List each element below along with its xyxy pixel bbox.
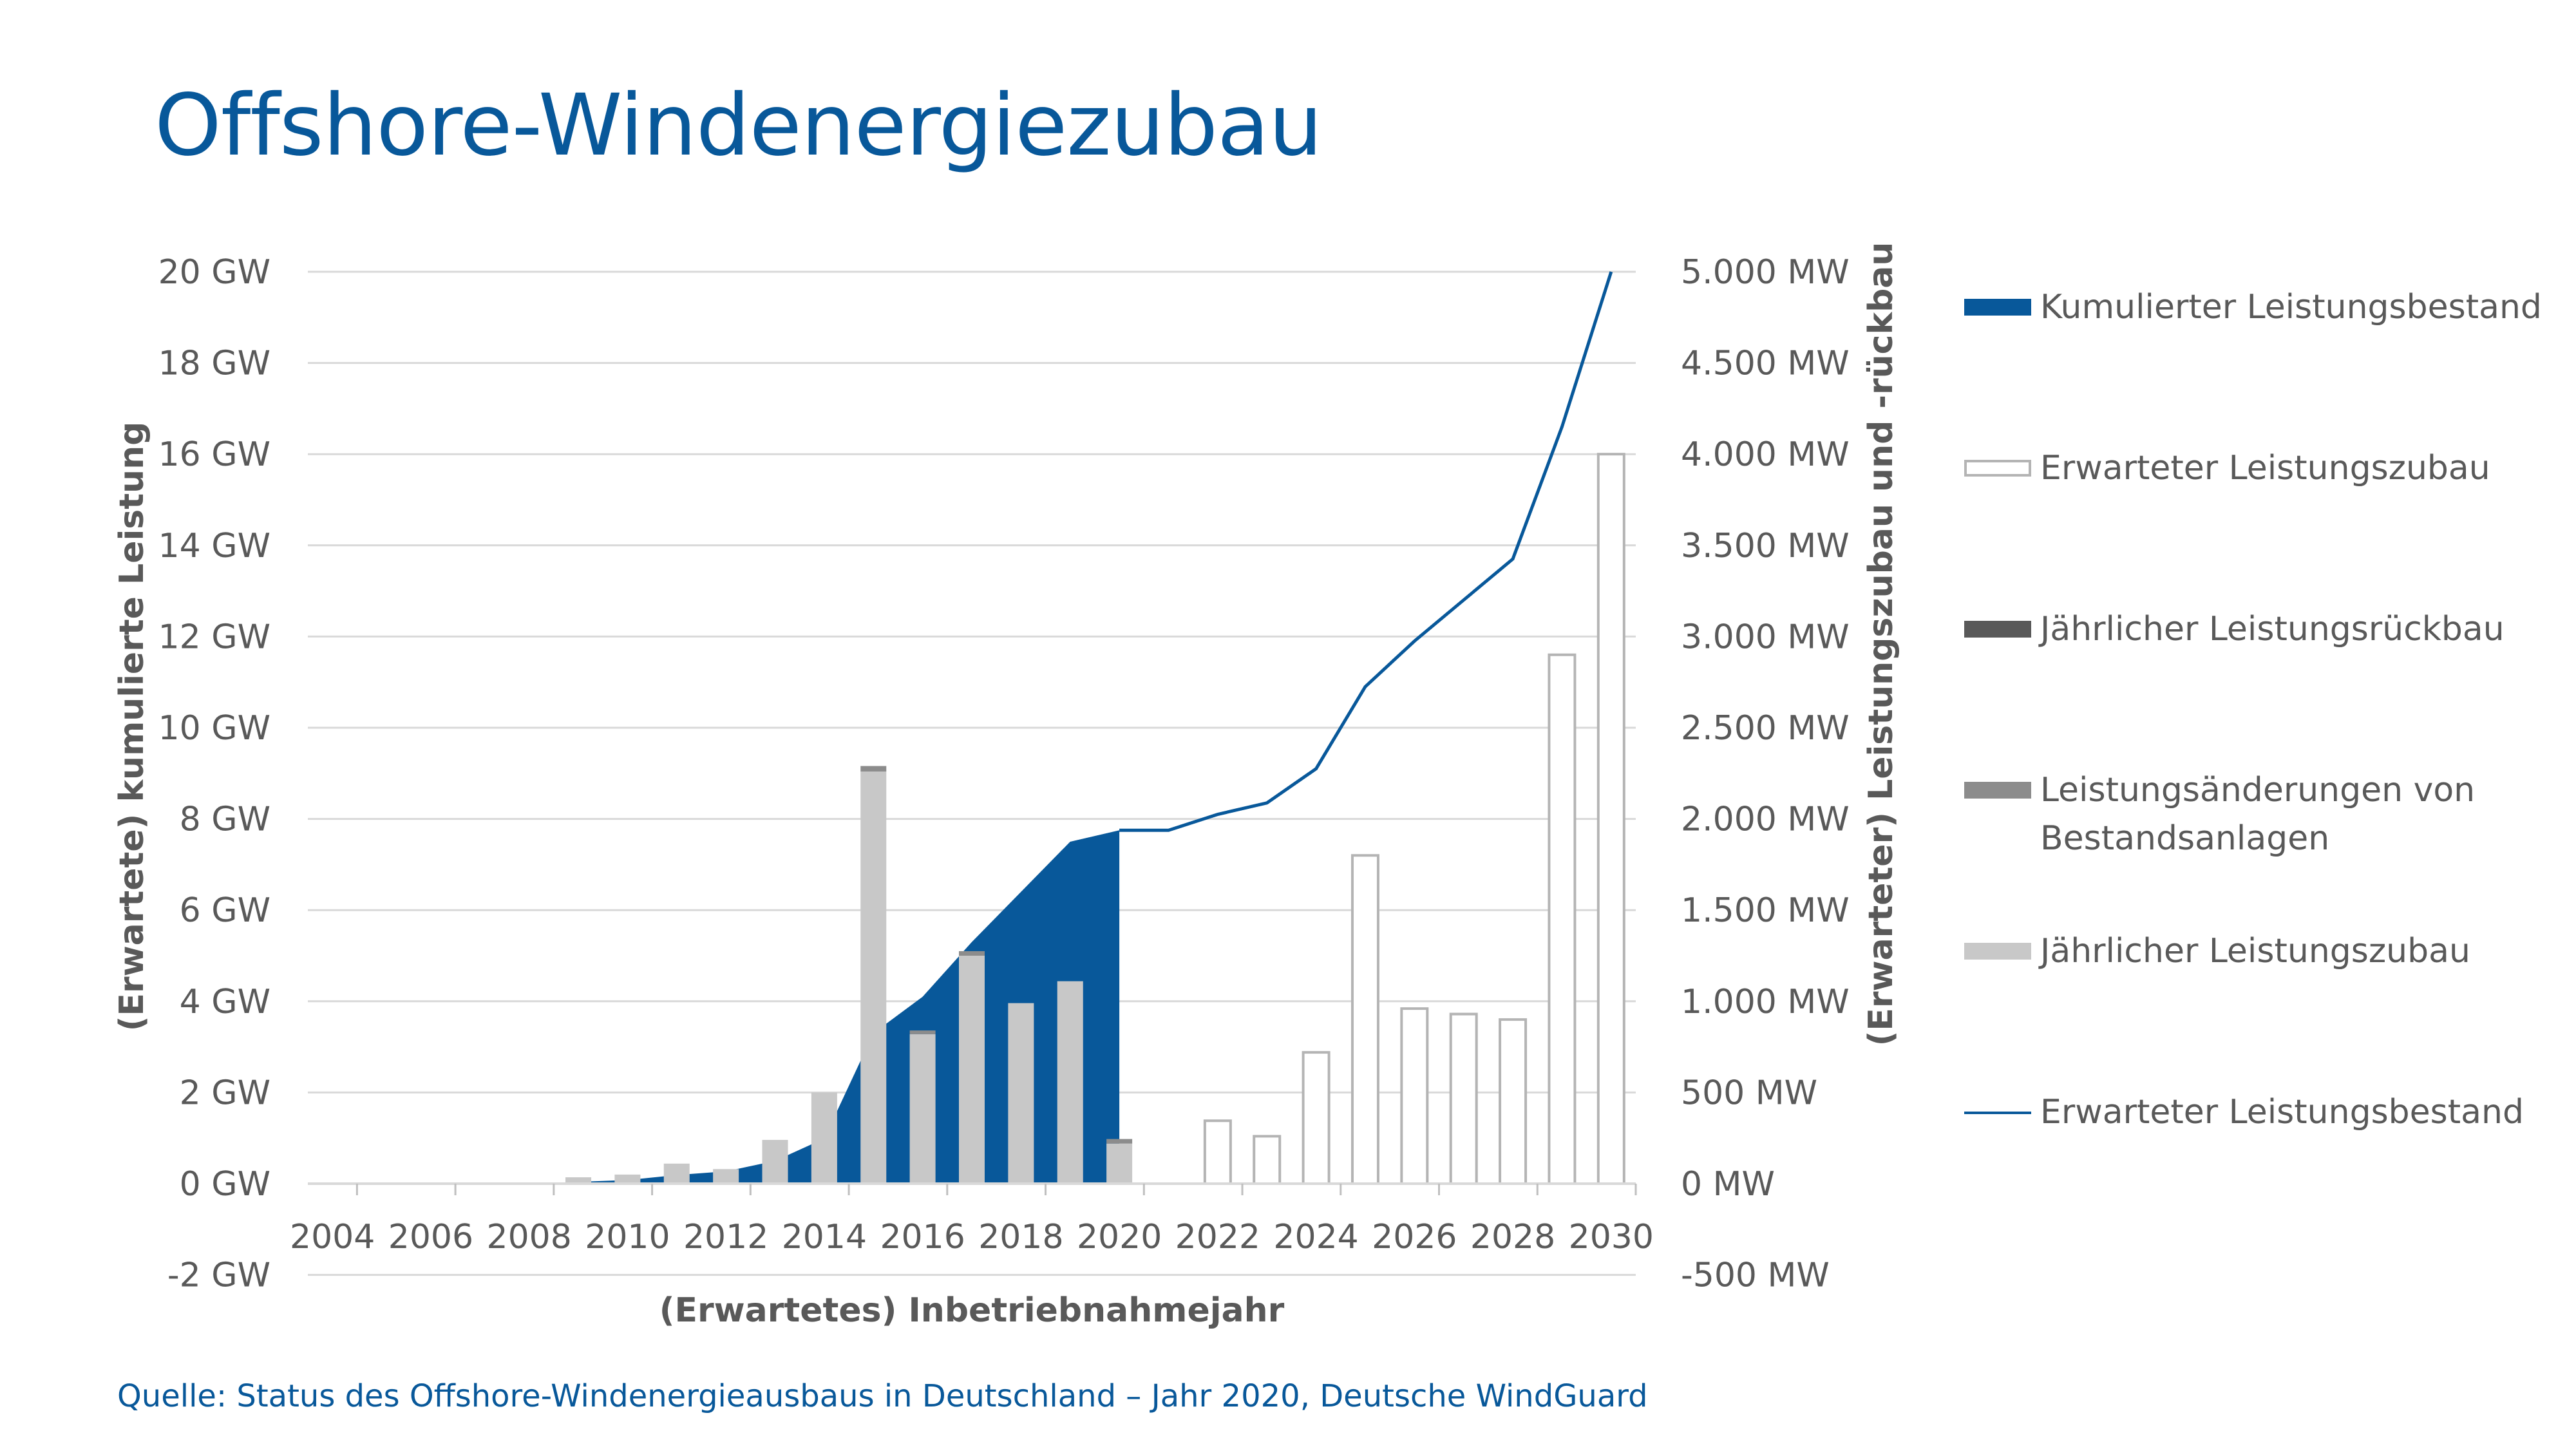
- x-tick-label: 2012: [683, 1218, 768, 1256]
- expected-addition-bar: [1499, 1018, 1528, 1185]
- legend-swatch-expected-cumulative: [1964, 1112, 2031, 1114]
- x-tick-label: 2026: [1372, 1218, 1457, 1256]
- modification-bar: [959, 951, 985, 956]
- x-tick-label: 2006: [388, 1218, 473, 1256]
- source-note: Quelle: Status des Offshore-Windenergiea…: [117, 1378, 1648, 1414]
- y-left-tick-label: 2 GW: [180, 1074, 270, 1112]
- x-tick-label: 2010: [585, 1218, 670, 1256]
- legend-swatch-dismantling: [1964, 621, 2031, 638]
- x-axis-title: (Erwartetes) Inbetriebnahmejahr: [659, 1291, 1285, 1330]
- y-right-tick-label: 2.500 MW: [1681, 709, 1850, 748]
- y-left-tick-label: 10 GW: [158, 709, 270, 748]
- y-right-tick-label: 5.000 MW: [1681, 253, 1850, 292]
- annual-addition-bar: [959, 956, 985, 1184]
- y-right-axis-title: (Erwarteter) Leistungszubau und -rückbau: [1862, 242, 1900, 1046]
- y-left-tick-label: 12 GW: [158, 618, 270, 656]
- legend-swatch-expected-addition: [1964, 460, 2031, 477]
- x-tick-label: 2004: [290, 1218, 375, 1256]
- annual-addition-bar: [1106, 1143, 1133, 1184]
- expected-addition-bar: [1302, 1051, 1331, 1185]
- page-title: Offshore-Windenergiezubau: [155, 76, 1323, 175]
- legend-label-annual-addition: Jährlicher Leistungszubau: [2040, 932, 2470, 971]
- annual-addition-bar: [1008, 1003, 1034, 1184]
- x-tick-label: 2020: [1077, 1218, 1162, 1256]
- y-right-tick-label: 3.000 MW: [1681, 618, 1850, 656]
- legend-item-annual-addition: Jährlicher Leistungszubau: [1964, 927, 2543, 976]
- expected-addition-bar: [1203, 1119, 1232, 1186]
- modification-bar: [860, 766, 887, 772]
- x-tick-label: 2014: [782, 1218, 867, 1256]
- annual-addition-bar: [713, 1169, 739, 1184]
- legend-label-cumulative: Kumulierter Leistungsbestand: [2040, 288, 2542, 327]
- legend-swatch-modification: [1964, 782, 2031, 799]
- legend-label-modification: Leistungsänderungen von Bestandsanlagen: [2040, 771, 2476, 858]
- y-right-tick-label: 4.500 MW: [1681, 345, 1850, 383]
- expected-addition-bar: [1449, 1012, 1478, 1186]
- expected-addition-bar: [1596, 453, 1625, 1186]
- x-tick-label: 2024: [1273, 1218, 1358, 1256]
- y-right-tick-label: -500 MW: [1681, 1256, 1830, 1295]
- y-right-tick-label: 2.000 MW: [1681, 800, 1850, 839]
- x-tick-label: 2028: [1470, 1218, 1555, 1256]
- x-tick-label: 2022: [1175, 1218, 1260, 1256]
- annual-addition-bar: [565, 1177, 592, 1184]
- legend-label-expected-cumulative: Erwarteter Leistungsbestand: [2040, 1093, 2524, 1132]
- expected-addition-bar: [1350, 854, 1379, 1185]
- legend-item-cumulative: Kumulierter Leistungsbestand: [1964, 283, 2543, 332]
- y-left-tick-label: 4 GW: [180, 983, 270, 1021]
- x-tick-label: 2008: [486, 1218, 571, 1256]
- legend-item-expected-cumulative: Erwarteter Leistungsbestand: [1964, 1088, 2543, 1137]
- y-right-tick-label: 500 MW: [1681, 1074, 1817, 1112]
- y-left-tick-label: 14 GW: [158, 527, 270, 565]
- y-left-tick-label: 16 GW: [158, 435, 270, 474]
- legend-swatch-cumulative: [1964, 299, 2031, 316]
- annual-addition-bar: [811, 1092, 837, 1184]
- y-left-tick-label: -2 GW: [167, 1256, 270, 1295]
- y-left-tick-label: 0 GW: [180, 1165, 270, 1204]
- y-right-tick-label: 0 MW: [1681, 1165, 1775, 1204]
- y-right-tick-label: 3.500 MW: [1681, 527, 1850, 565]
- y-right-tick-label: 1.500 MW: [1681, 891, 1850, 930]
- x-tick-label: 2018: [978, 1218, 1063, 1256]
- annual-addition-bar: [663, 1163, 690, 1184]
- legend-swatch-annual-addition: [1964, 943, 2031, 960]
- legend-item-modification: Leistungsänderungen von Bestandsanlagen: [1964, 766, 2543, 863]
- x-tick-label: 2016: [880, 1218, 965, 1256]
- annual-addition-bar: [762, 1140, 788, 1184]
- modification-bar: [1106, 1139, 1133, 1144]
- y-left-tick-label: 20 GW: [158, 253, 270, 292]
- annual-addition-bar: [860, 771, 887, 1184]
- legend-item-dismantling: Jährlicher Leistungsrückbau: [1964, 605, 2543, 654]
- y-right-tick-label: 1.000 MW: [1681, 983, 1850, 1021]
- modification-bar: [909, 1030, 936, 1034]
- y-left-tick-label: 8 GW: [180, 800, 270, 839]
- y-left-tick-label: 18 GW: [158, 345, 270, 383]
- legend-label-expected-addition: Erwarteter Leistungszubau: [2040, 449, 2490, 488]
- x-tick-label: 2030: [1569, 1218, 1654, 1256]
- y-left-tick-label: 6 GW: [180, 891, 270, 930]
- legend-item-expected-addition: Erwarteter Leistungszubau: [1964, 444, 2543, 493]
- legend-label-dismantling: Jährlicher Leistungsrückbau: [2040, 610, 2505, 649]
- annual-addition-bar: [614, 1174, 641, 1184]
- expected-addition-bar: [1400, 1007, 1429, 1186]
- expected-cumulative-line: [1119, 271, 1613, 832]
- y-right-tick-label: 4.000 MW: [1681, 435, 1850, 474]
- annual-addition-bar: [1057, 981, 1083, 1184]
- expected-addition-bar: [1548, 653, 1577, 1185]
- annual-addition-bar: [909, 1034, 936, 1184]
- expected-addition-bar: [1253, 1135, 1282, 1186]
- y-left-axis-title: (Erwartete) kumulierte Leistung: [113, 422, 151, 1032]
- cumulative-area: [578, 830, 1120, 1184]
